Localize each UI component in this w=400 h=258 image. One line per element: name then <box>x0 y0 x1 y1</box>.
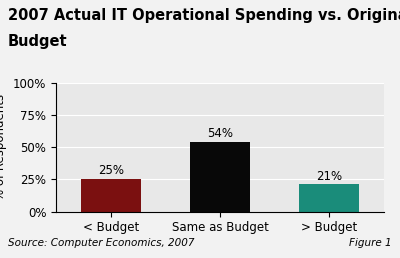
Text: 25%: 25% <box>98 164 124 178</box>
Bar <box>190 142 250 212</box>
Text: Budget: Budget <box>8 34 68 49</box>
Bar <box>299 184 360 212</box>
Text: 2007 Actual IT Operational Spending vs. Original: 2007 Actual IT Operational Spending vs. … <box>8 8 400 23</box>
Text: 21%: 21% <box>316 170 342 183</box>
Bar <box>81 179 141 212</box>
Y-axis label: % of Respondents: % of Respondents <box>0 94 7 200</box>
Text: Source: Computer Economics, 2007: Source: Computer Economics, 2007 <box>8 238 194 248</box>
Text: Figure 1: Figure 1 <box>349 238 392 248</box>
Text: 54%: 54% <box>207 127 233 140</box>
